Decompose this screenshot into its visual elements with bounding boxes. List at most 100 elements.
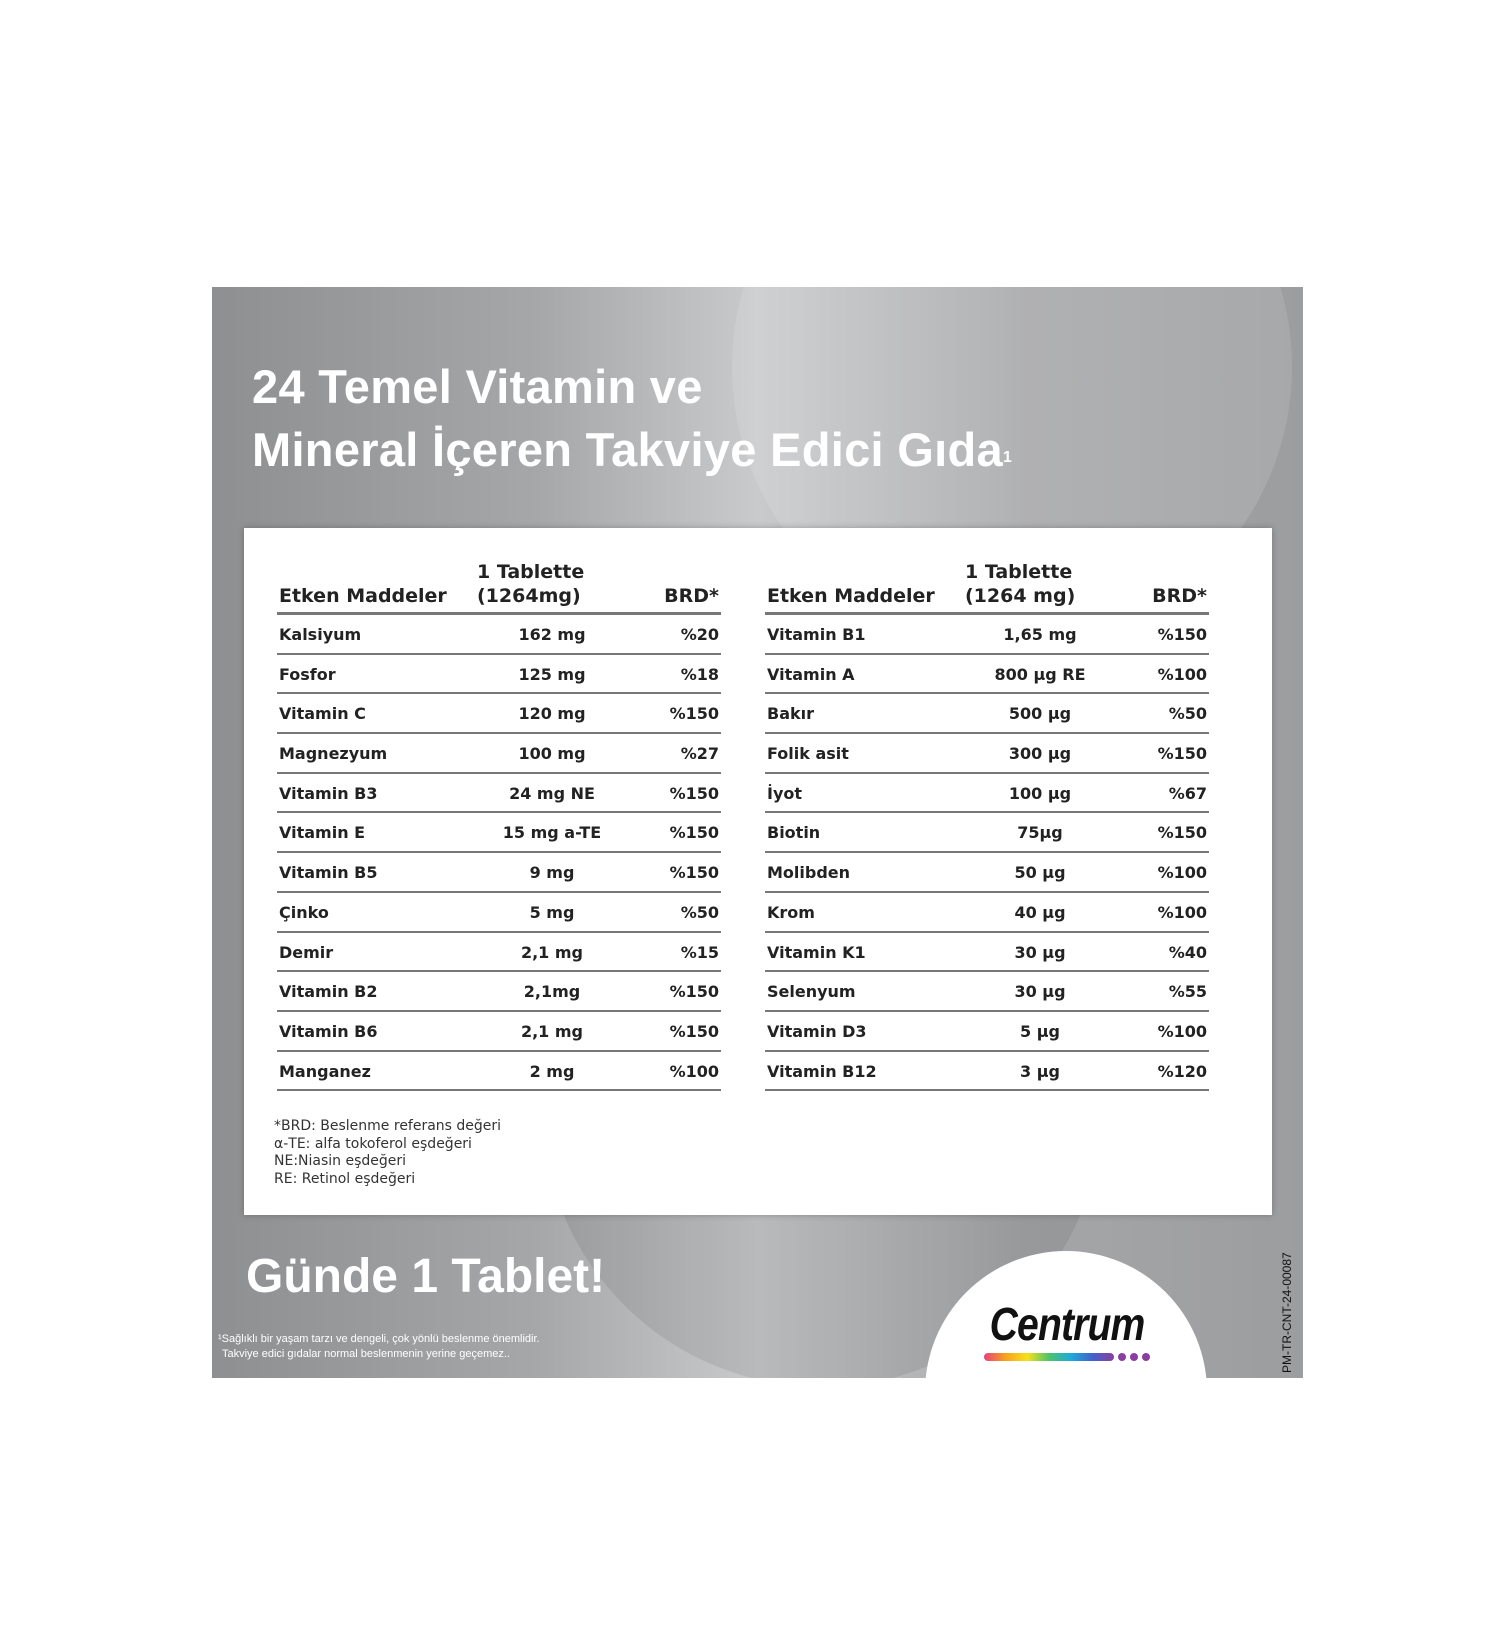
ingredient-amount: 120 mg (518, 704, 586, 724)
table-row: Vitamin B1 1,65 mg %150 (765, 615, 1209, 655)
ingredient-amount: 100 mg (518, 744, 586, 764)
table-row: İyot 100 µg %67 (765, 774, 1209, 814)
table-row: Vitamin C 120 mg %150 (277, 694, 721, 735)
ingredient-brd: %100 (1157, 1021, 1207, 1041)
table-header: Etken Maddeler 1 Tablette (1264 mg) BRD* (765, 560, 1209, 615)
ingredient-brd: %40 (1168, 942, 1207, 962)
table-row: Vitamin D3 5 µg %100 (765, 1012, 1209, 1052)
centrum-logo: Centrum (942, 1297, 1192, 1361)
table-row: Vitamin E 15 mg a-TE %150 (277, 813, 721, 854)
header-amount: 1 Tablette (1264 mg) (965, 561, 1076, 607)
header-brd: BRD* (664, 585, 719, 607)
ingredient-amount: 2,1 mg (520, 1021, 584, 1041)
ingredient-name: Folik asit (767, 744, 849, 764)
table-row: Vitamin B2 2,1mg %150 (277, 972, 721, 1012)
ingredient-name: Vitamin B5 (279, 863, 378, 883)
ingredient-name: Vitamin B12 (767, 1061, 877, 1081)
left-nutrition-table: Etken Maddeler 1 Tablette (1264mg) BRD* K… (277, 560, 721, 1092)
table-row: Vitamin B12 3 µg %120 (765, 1052, 1209, 1092)
ingredient-amount: 9 mg (529, 863, 575, 883)
ingredient-name: Molibden (767, 863, 851, 883)
ingredient-name: Vitamin E (279, 823, 366, 843)
table-row: Vitamin A 800 µg RE %100 (765, 655, 1209, 695)
header-ingredient: Etken Maddeler (279, 585, 447, 607)
rainbow-bar-icon (942, 1353, 1192, 1361)
ingredient-amount: 24 mg NE (509, 783, 595, 803)
ingredient-amount: 5 mg (529, 902, 575, 922)
ingredient-name: Demir (279, 942, 334, 962)
ingredient-name: Biotin (767, 823, 821, 843)
ingredient-amount: 50 µg (1014, 863, 1066, 883)
ingredient-name: Vitamin B6 (279, 1021, 378, 1041)
ingredient-amount: 2 mg (529, 1061, 575, 1081)
ingredient-name: Selenyum (767, 982, 856, 1002)
table-row: Molibden 50 µg %100 (765, 853, 1209, 893)
right-nutrition-table: Etken Maddeler 1 Tablette (1264 mg) BRD* … (765, 560, 1209, 1092)
ingredient-brd: %150 (669, 704, 719, 724)
ingredient-brd: %100 (1157, 664, 1207, 684)
ingredient-name: Bakır (767, 704, 815, 724)
ingredient-brd: %150 (669, 863, 719, 883)
ingredient-brd: %150 (669, 823, 719, 843)
ingredient-name: Vitamin K1 (767, 942, 866, 962)
ingredient-amount: 500 µg (1008, 704, 1072, 724)
table-row: Folik asit 300 µg %150 (765, 734, 1209, 774)
ingredient-amount: 15 mg a-TE (502, 823, 602, 843)
ingredient-brd: %150 (1157, 823, 1207, 843)
ingredient-brd: %150 (669, 783, 719, 803)
table-row: Biotin 75µg %150 (765, 813, 1209, 854)
ingredient-name: Vitamin D3 (767, 1021, 867, 1041)
table-row: Manganez 2 mg %100 (277, 1052, 721, 1092)
ingredient-amount: 300 µg (1008, 744, 1072, 764)
table-row: Çinko 5 mg %50 (277, 893, 721, 933)
header-amount: 1 Tablette (1264mg) (477, 561, 585, 607)
table-row: Fosfor 125 mg %18 (277, 655, 721, 695)
ingredient-brd: %15 (680, 942, 719, 962)
footnotes: *BRD: Beslenme referans değeri α-TE: alf… (274, 1118, 502, 1187)
ingredient-amount: 2,1mg (523, 982, 581, 1002)
ingredient-amount: 1,65 mg (1003, 625, 1077, 644)
ingredient-brd: %20 (680, 625, 719, 644)
ingredient-amount: 162 mg (518, 625, 586, 644)
ingredient-amount: 800 µg RE (994, 664, 1086, 684)
ingredient-brd: %150 (1157, 625, 1207, 644)
table-row: Vitamin B3 24 mg NE %150 (277, 774, 721, 814)
ingredient-brd: %150 (669, 1021, 719, 1041)
ingredient-brd: %67 (1168, 783, 1207, 803)
table-header: Etken Maddeler 1 Tablette (1264mg) BRD* (277, 560, 721, 615)
ingredient-amount: 2,1 mg (520, 942, 584, 962)
ingredient-name: Vitamin A (767, 664, 855, 684)
table-row: Magnezyum 100 mg %27 (277, 734, 721, 774)
ingredient-brd: %100 (1157, 902, 1207, 922)
table-row: Vitamin K1 30 µg %40 (765, 933, 1209, 973)
ingredient-name: Krom (767, 902, 815, 922)
ingredient-name: Manganez (279, 1061, 371, 1081)
table-row: Vitamin B6 2,1 mg %150 (277, 1012, 721, 1052)
ingredient-amount: 30 µg (1014, 982, 1066, 1002)
slogan: Günde 1 Tablet! (246, 1250, 606, 1303)
disclaimer: ¹Sağlıklı bir yaşam tarzı ve dengeli, ço… (218, 1333, 540, 1360)
ingredient-name: İyot (767, 783, 803, 803)
table-row: Kalsiyum 162 mg %20 (277, 615, 721, 655)
ingredient-brd: %120 (1157, 1061, 1207, 1081)
ingredient-brd: %100 (669, 1061, 719, 1081)
ingredient-name: Vitamin B2 (279, 982, 378, 1002)
ingredient-name: Fosfor (279, 664, 336, 684)
ingredient-amount: 30 µg (1014, 942, 1066, 962)
ingredient-brd: %18 (680, 664, 719, 684)
table-row: Demir 2,1 mg %15 (277, 933, 721, 973)
header-ingredient: Etken Maddeler (767, 585, 935, 607)
ingredient-brd: %150 (669, 982, 719, 1002)
ingredient-brd: %50 (1168, 704, 1207, 724)
table-row: Selenyum 30 µg %55 (765, 972, 1209, 1012)
ingredient-name: Kalsiyum (279, 625, 362, 644)
ingredient-amount: 40 µg (1014, 902, 1066, 922)
nutrition-card: Etken Maddeler 1 Tablette (1264mg) BRD* K… (244, 528, 1272, 1215)
ingredient-amount: 5 µg (1020, 1021, 1060, 1041)
ingredient-amount: 100 µg (1008, 783, 1072, 803)
ingredient-name: Çinko (279, 902, 329, 922)
info-panel: 24 Temel Vitamin ve Mineral İçeren Takvi… (212, 287, 1303, 1378)
table-row: Bakır 500 µg %50 (765, 694, 1209, 735)
product-code: PM-TR-CNT-24-00087 (1280, 1252, 1294, 1373)
ingredient-brd: %150 (1157, 744, 1207, 764)
